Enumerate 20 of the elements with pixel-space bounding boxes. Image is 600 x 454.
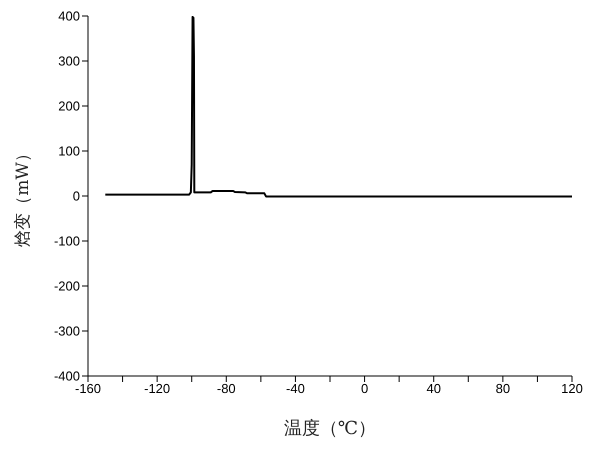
x-tick-label: 80 bbox=[496, 381, 510, 396]
y-tick-label: -100 bbox=[54, 234, 80, 249]
x-tick-label: 0 bbox=[360, 381, 368, 396]
x-axis-title: 温度（℃） bbox=[284, 418, 376, 439]
x-tick-label: 120 bbox=[561, 381, 583, 396]
x-tick-label: 40 bbox=[426, 381, 441, 396]
y-tick-label: 400 bbox=[58, 8, 80, 24]
line-series bbox=[104, 16, 572, 198]
y-axis-title: 焓变（mW） bbox=[13, 145, 34, 247]
y-tick-label: -200 bbox=[54, 278, 80, 294]
x-tick-label: -120 bbox=[144, 381, 170, 396]
x-tick-label: -80 bbox=[216, 381, 236, 396]
x-tick-label: -160 bbox=[74, 381, 102, 396]
y-tick-label: 100 bbox=[58, 144, 80, 159]
y-tick-label: 200 bbox=[58, 98, 80, 114]
y-tick-label: -400 bbox=[54, 368, 80, 384]
y-tick-label: 0 bbox=[72, 188, 80, 204]
x-tick-label: -40 bbox=[286, 381, 305, 396]
y-tick-label: -300 bbox=[54, 324, 80, 339]
y-tick-label: 300 bbox=[58, 54, 80, 69]
